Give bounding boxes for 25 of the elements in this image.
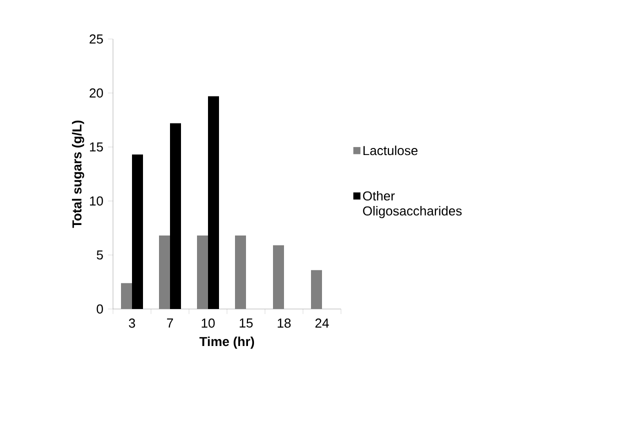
x-tick-label: 15 xyxy=(240,318,253,328)
bar xyxy=(197,236,208,309)
y-tick-label: 0 xyxy=(96,304,103,314)
bar xyxy=(235,236,246,309)
x-tick-label: 18 xyxy=(278,318,291,328)
bar xyxy=(311,270,322,309)
x-tick-label: 7 xyxy=(167,318,173,328)
y-axis-title: Total sugars (g/L) xyxy=(72,120,84,228)
bar xyxy=(208,96,220,309)
x-tick-label: 24 xyxy=(315,318,329,328)
legend-label: Other Oligosaccharides xyxy=(363,190,462,218)
y-tick-label: 15 xyxy=(90,142,103,152)
bar xyxy=(170,123,182,309)
bar xyxy=(132,154,143,309)
y-tick-label: 5 xyxy=(96,250,103,260)
legend-label: Lactulose xyxy=(363,146,418,156)
x-axis-title: Time (hr) xyxy=(199,336,254,349)
bar xyxy=(159,236,170,309)
y-tick-label: 10 xyxy=(90,196,103,206)
y-tick-label: 20 xyxy=(90,88,103,98)
bar xyxy=(121,283,132,309)
y-tick-label: 25 xyxy=(90,34,103,44)
x-tick-label: 10 xyxy=(202,318,215,328)
x-tick-label: 3 xyxy=(128,318,136,328)
bar xyxy=(273,245,284,309)
